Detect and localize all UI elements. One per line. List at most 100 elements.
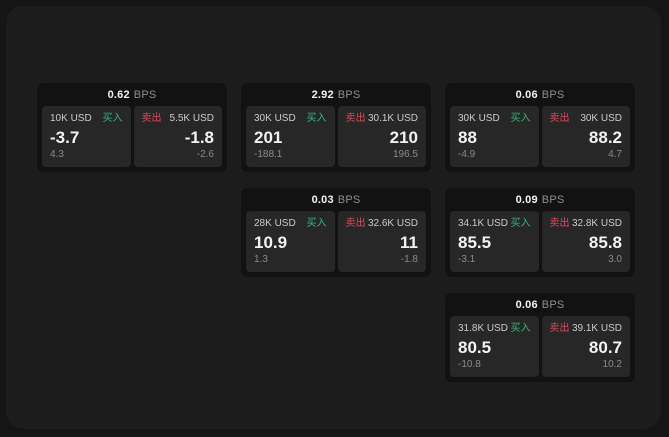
quote-card-body: 31.8K USD 买入 80.5 -10.8 卖出 39.1K USD 80.… [445, 316, 635, 382]
buy-price: 201 [254, 128, 283, 147]
sell-change: -1.8 [400, 254, 418, 265]
buy-price: 80.5 [458, 338, 492, 357]
sell-change: 4.7 [608, 149, 622, 160]
spread-header: 0.06 BPS [445, 83, 635, 106]
buy-change: -188.1 [254, 149, 283, 160]
buy-size-label: 31.8K USD [458, 323, 509, 334]
sell-size-label: 30.1K USD [367, 113, 418, 124]
buy-size-label: 34.1K USD [458, 218, 509, 229]
quote-card: 0.62 BPS 10K USD 买入 -3.7 4.3 卖出 5.5K USD… [37, 83, 227, 172]
sell-quote-tile[interactable]: 卖出 32.6K USD 11 -1.8 [337, 211, 426, 272]
buy-quote-tile[interactable]: 10K USD 买入 -3.7 4.3 [42, 106, 131, 167]
buy-quote-tile[interactable]: 30K USD 买入 201 -188.1 [246, 106, 335, 167]
buy-action-label[interactable]: 买入 [510, 113, 531, 124]
sell-quote-tile[interactable]: 卖出 30.1K USD 210 196.5 [337, 106, 426, 167]
quote-card-grid: 0.62 BPS 10K USD 买入 -3.7 4.3 卖出 5.5K USD… [37, 83, 635, 382]
buy-action-label[interactable]: 买入 [306, 113, 327, 124]
sell-quote-tile[interactable]: 卖出 39.1K USD 80.7 10.2 [541, 316, 630, 377]
sell-price: 11 [400, 233, 418, 252]
spread-bps-unit: BPS [337, 193, 361, 206]
buy-quote-tile[interactable]: 28K USD 买入 10.9 1.3 [246, 211, 335, 272]
spread-bps-unit: BPS [337, 88, 361, 101]
buy-price: 10.9 [254, 233, 288, 252]
buy-change: -10.8 [458, 359, 481, 370]
buy-action-label[interactable]: 买入 [510, 323, 531, 334]
spread-header: 0.62 BPS [37, 83, 227, 106]
sell-change: 196.5 [392, 149, 418, 160]
sell-change: 3.0 [608, 254, 622, 265]
buy-quote-tile[interactable]: 31.8K USD 买入 80.5 -10.8 [450, 316, 539, 377]
spread-bps-value: 2.92 [311, 88, 334, 101]
buy-tile-header: 30K USD 买入 [254, 113, 327, 125]
main-panel: 0.62 BPS 10K USD 买入 -3.7 4.3 卖出 5.5K USD… [6, 6, 661, 429]
sell-action-label[interactable]: 卖出 [549, 323, 570, 334]
spread-bps-unit: BPS [133, 88, 157, 101]
buy-quote-tile[interactable]: 34.1K USD 买入 85.5 -3.1 [450, 211, 539, 272]
spread-bps-value: 0.06 [515, 298, 538, 311]
buy-action-label[interactable]: 买入 [306, 218, 327, 229]
sell-tile-header: 卖出 39.1K USD [550, 323, 623, 335]
buy-size-label: 30K USD [458, 113, 500, 124]
spread-header: 2.92 BPS [241, 83, 431, 106]
sell-price: 210 [389, 128, 418, 147]
spread-bps-unit: BPS [541, 88, 565, 101]
buy-action-label[interactable]: 买入 [102, 113, 123, 124]
spread-bps-value: 0.09 [515, 193, 538, 206]
buy-change: -4.9 [458, 149, 476, 160]
sell-size-label: 32.6K USD [367, 218, 418, 229]
sell-action-label[interactable]: 卖出 [345, 218, 366, 229]
buy-change: 4.3 [50, 149, 64, 160]
quote-card: 0.09 BPS 34.1K USD 买入 85.5 -3.1 卖出 32.8K… [445, 188, 635, 277]
sell-change: -2.6 [196, 149, 214, 160]
spread-bps-value: 0.03 [311, 193, 334, 206]
quote-card: 2.92 BPS 30K USD 买入 201 -188.1 卖出 30.1K … [241, 83, 431, 172]
buy-change: -3.1 [458, 254, 476, 265]
sell-action-label[interactable]: 卖出 [549, 218, 570, 229]
sell-quote-tile[interactable]: 卖出 5.5K USD -1.8 -2.6 [133, 106, 222, 167]
buy-size-label: 30K USD [254, 113, 296, 124]
buy-change: 1.3 [254, 254, 268, 265]
buy-price: 85.5 [458, 233, 492, 252]
spread-header: 0.06 BPS [445, 293, 635, 316]
spread-bps-value: 0.06 [515, 88, 538, 101]
buy-price: -3.7 [50, 128, 80, 147]
quote-card: 0.06 BPS 31.8K USD 买入 80.5 -10.8 卖出 39.1… [445, 293, 635, 382]
buy-price: 88 [458, 128, 477, 147]
sell-action-label[interactable]: 卖出 [345, 113, 366, 124]
sell-action-label[interactable]: 卖出 [141, 113, 162, 124]
buy-action-label[interactable]: 买入 [510, 218, 531, 229]
spread-bps-unit: BPS [541, 193, 565, 206]
buy-size-label: 28K USD [254, 218, 296, 229]
buy-tile-header: 28K USD 买入 [254, 218, 327, 230]
sell-change: 10.2 [602, 359, 622, 370]
quote-card-body: 30K USD 买入 201 -188.1 卖出 30.1K USD 210 1… [241, 106, 431, 172]
sell-quote-tile[interactable]: 卖出 32.8K USD 85.8 3.0 [541, 211, 630, 272]
sell-price: 80.7 [588, 338, 622, 357]
spread-header: 0.03 BPS [241, 188, 431, 211]
quote-card-body: 10K USD 买入 -3.7 4.3 卖出 5.5K USD -1.8 -2.… [37, 106, 227, 172]
sell-size-label: 32.8K USD [571, 218, 622, 229]
sell-action-label[interactable]: 卖出 [549, 113, 570, 124]
buy-tile-header: 30K USD 买入 [458, 113, 531, 125]
sell-quote-tile[interactable]: 卖出 30K USD 88.2 4.7 [541, 106, 630, 167]
spread-bps-value: 0.62 [107, 88, 130, 101]
spread-header: 0.09 BPS [445, 188, 635, 211]
sell-price: -1.8 [184, 128, 214, 147]
buy-quote-tile[interactable]: 30K USD 买入 88 -4.9 [450, 106, 539, 167]
buy-tile-header: 31.8K USD 买入 [458, 323, 531, 335]
sell-size-label: 39.1K USD [571, 323, 622, 334]
buy-tile-header: 10K USD 买入 [50, 113, 123, 125]
quote-card-body: 28K USD 买入 10.9 1.3 卖出 32.6K USD 11 -1.8 [241, 211, 431, 277]
sell-tile-header: 卖出 5.5K USD [142, 113, 215, 125]
quote-card: 0.03 BPS 28K USD 买入 10.9 1.3 卖出 32.6K US… [241, 188, 431, 277]
sell-price: 88.2 [588, 128, 622, 147]
spread-bps-unit: BPS [541, 298, 565, 311]
sell-tile-header: 卖出 32.8K USD [550, 218, 623, 230]
sell-tile-header: 卖出 30.1K USD [346, 113, 419, 125]
buy-size-label: 10K USD [50, 113, 92, 124]
sell-price: 85.8 [588, 233, 622, 252]
buy-tile-header: 34.1K USD 买入 [458, 218, 531, 230]
sell-tile-header: 卖出 30K USD [550, 113, 623, 125]
quote-card: 0.06 BPS 30K USD 买入 88 -4.9 卖出 30K USD 8… [445, 83, 635, 172]
quote-card-body: 34.1K USD 买入 85.5 -3.1 卖出 32.8K USD 85.8… [445, 211, 635, 277]
